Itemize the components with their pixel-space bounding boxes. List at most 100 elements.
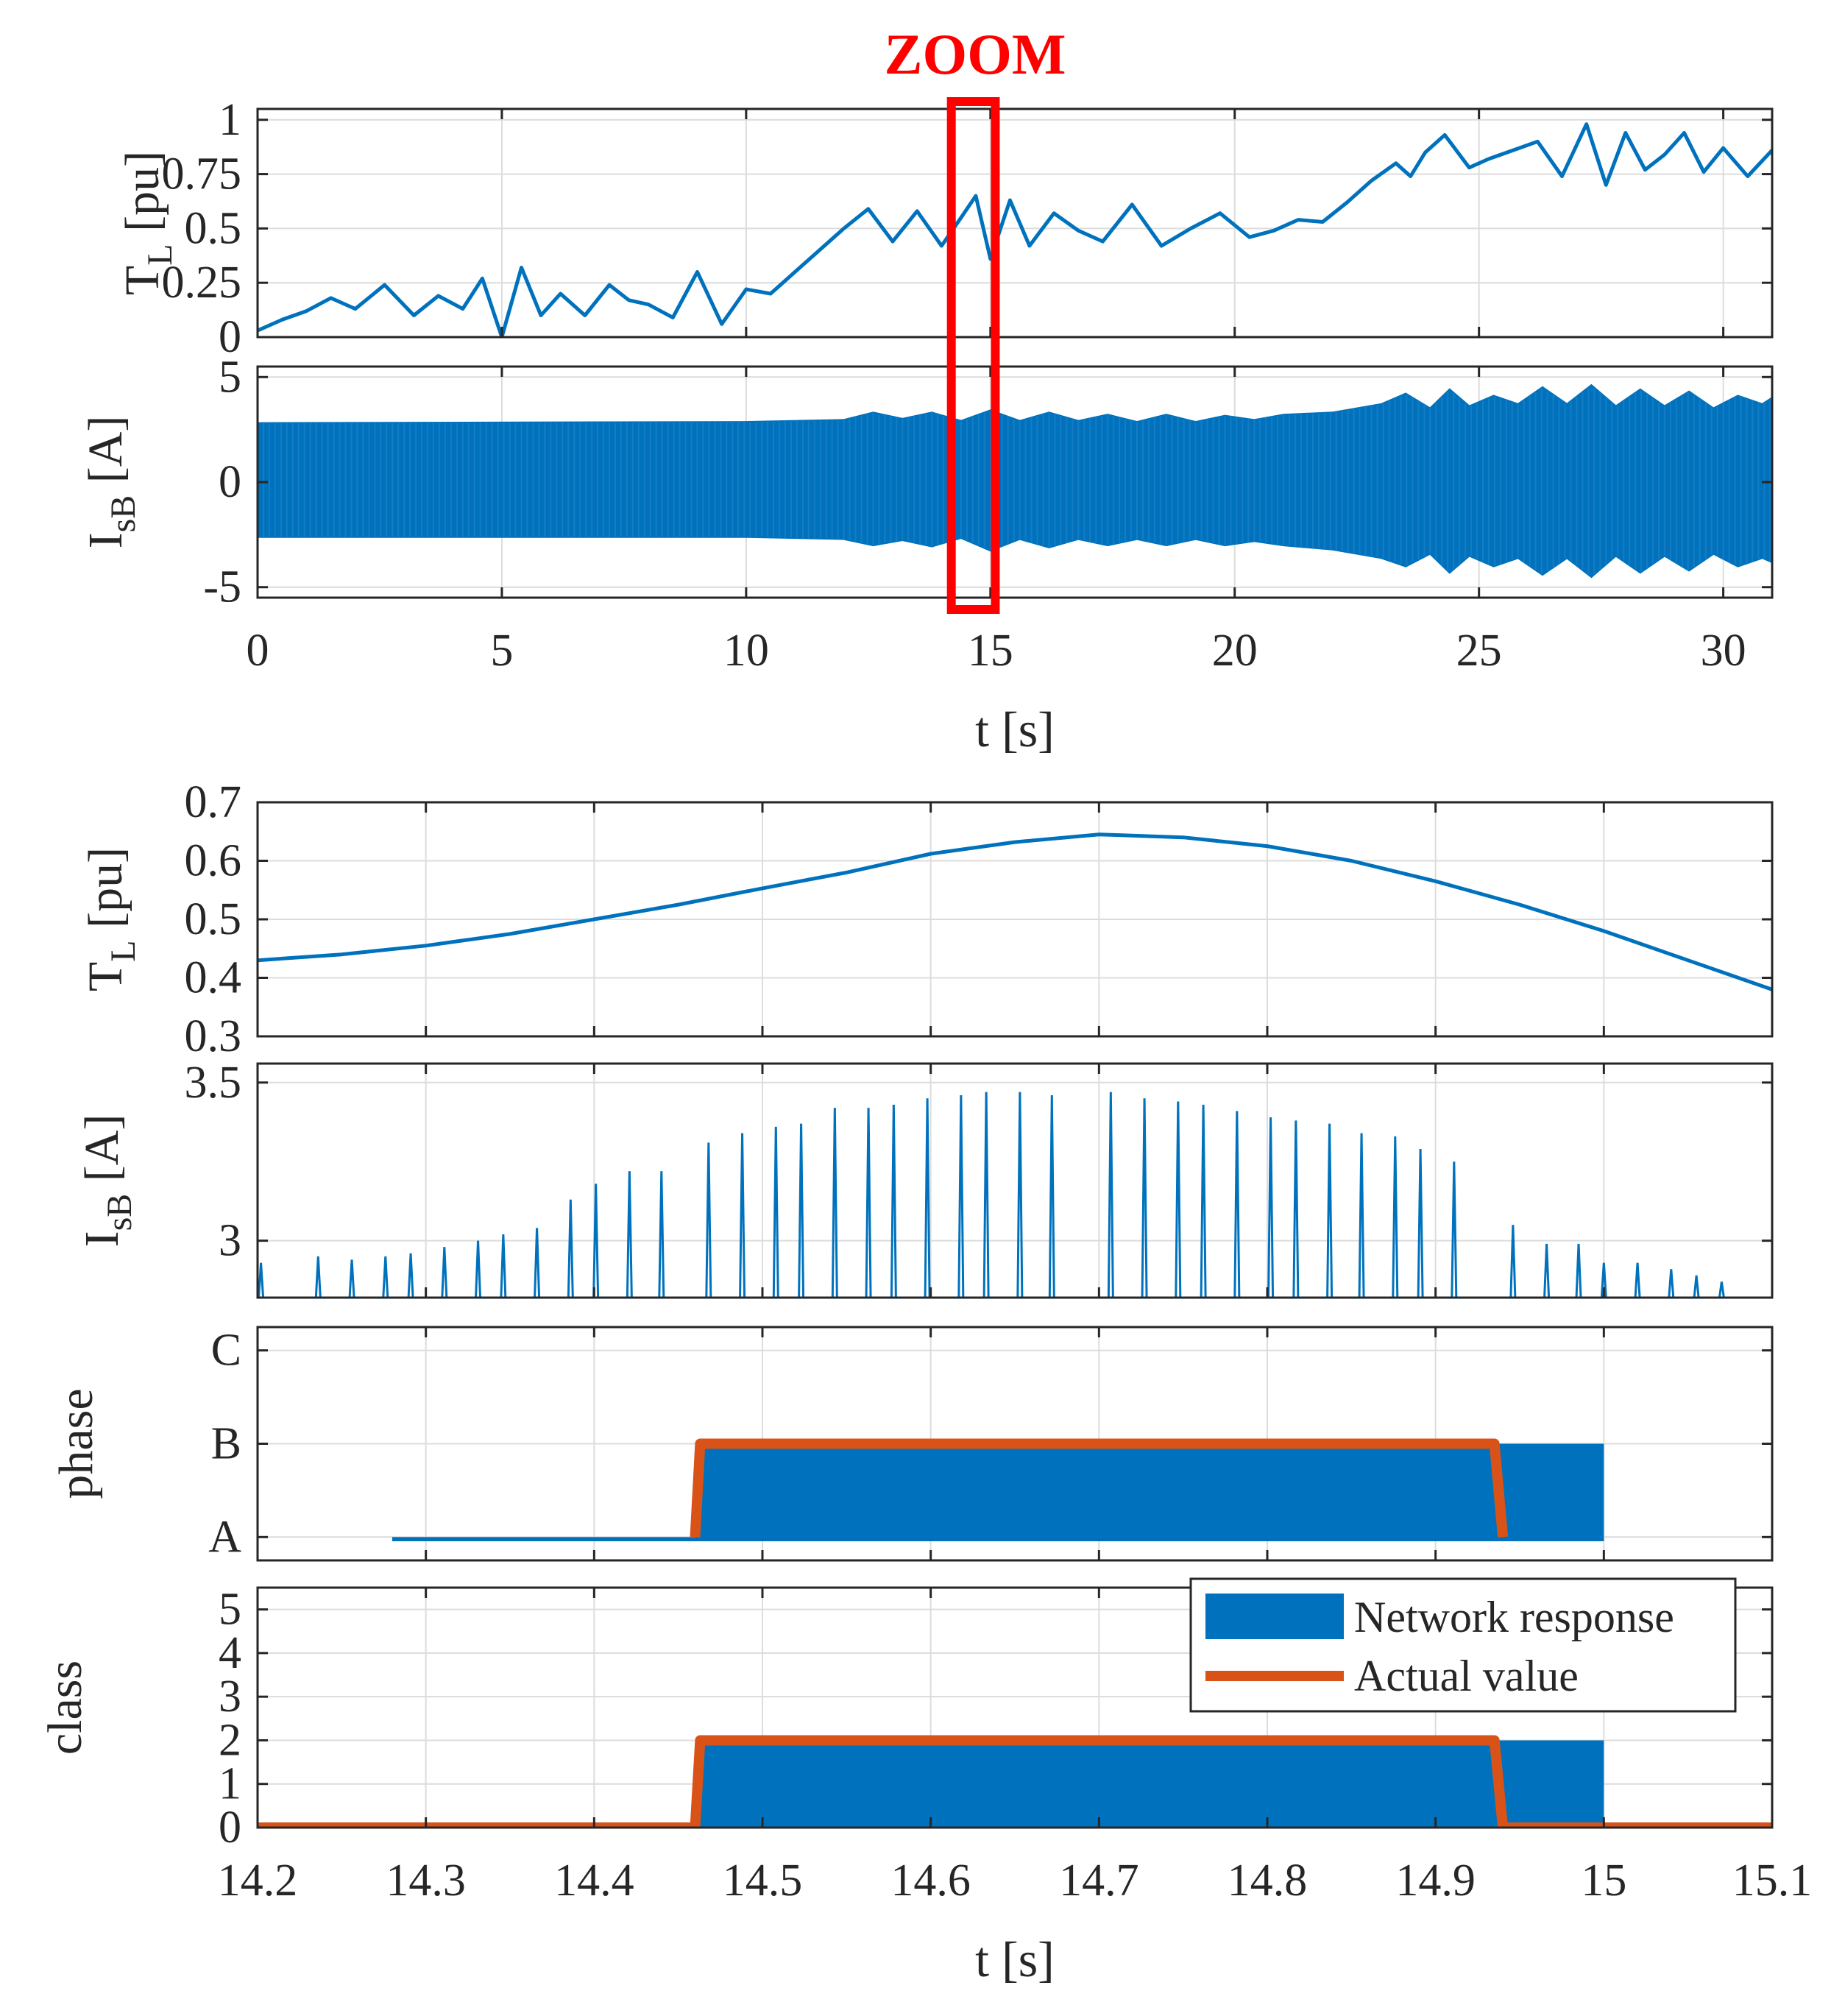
actual-value-line bbox=[258, 1735, 1772, 1828]
current-peak bbox=[798, 1123, 805, 1298]
current-peak bbox=[1600, 1262, 1607, 1298]
y-tick-label: 5 bbox=[219, 352, 241, 402]
y-axis-label: TL [pu] bbox=[116, 151, 180, 295]
current-peak bbox=[1451, 1161, 1458, 1298]
torque-line bbox=[258, 122, 1772, 337]
current-peak bbox=[1107, 1092, 1114, 1298]
x-tick-label: 14.3 bbox=[386, 1856, 466, 1906]
current-peak bbox=[382, 1256, 389, 1298]
current-peak bbox=[1267, 1117, 1275, 1298]
current-peak bbox=[1392, 1136, 1399, 1298]
zoom-rectangle bbox=[946, 97, 1000, 614]
x-tick-label: 20 bbox=[1212, 626, 1258, 676]
current-peak bbox=[982, 1092, 990, 1298]
zoom-label: ZOOM bbox=[885, 22, 1066, 86]
y-tick-label: -5 bbox=[203, 562, 241, 612]
y-tick-label: 0.5 bbox=[185, 203, 242, 253]
current-peak bbox=[1668, 1269, 1675, 1298]
x-tick-label: 15 bbox=[968, 626, 1013, 676]
current-peak bbox=[1233, 1111, 1241, 1298]
axis-frame bbox=[256, 1586, 1774, 1829]
current-peak bbox=[1292, 1120, 1300, 1298]
y-tick-label: 0.3 bbox=[185, 1011, 242, 1061]
x-axis-label: t [s] bbox=[975, 701, 1055, 757]
plot-data bbox=[258, 1092, 1725, 1298]
current-peak bbox=[500, 1234, 507, 1298]
legend-label-network: Network response bbox=[1354, 1593, 1674, 1641]
axis-frame bbox=[256, 1062, 1774, 1299]
x-tick-label: 30 bbox=[1701, 626, 1746, 676]
y-tick-label: 4 bbox=[219, 1628, 241, 1678]
plot-data bbox=[392, 1438, 1604, 1541]
y-tick-label: A bbox=[208, 1512, 241, 1562]
y-tick-label: B bbox=[211, 1419, 241, 1469]
current-peak bbox=[1326, 1123, 1334, 1298]
current-peak bbox=[772, 1126, 779, 1298]
y-axis-label: IsB [A] bbox=[75, 1114, 139, 1248]
y-tick-label: 0.5 bbox=[185, 894, 242, 944]
y-axis-label-main: T bbox=[116, 266, 169, 295]
current-peak bbox=[1016, 1092, 1024, 1298]
y-axis-label-main: I bbox=[75, 1231, 129, 1247]
y-tick-label: C bbox=[211, 1326, 241, 1376]
isb-zoom-panel: 3 3.5 IsB [A] bbox=[75, 1058, 1774, 1299]
y-axis-label-subscript: sB bbox=[100, 1194, 139, 1231]
y-axis-label-main: phase bbox=[49, 1388, 103, 1499]
y-axis-label-main: I bbox=[79, 532, 132, 548]
y-tick-label: 5 bbox=[219, 1585, 241, 1635]
current-envelope bbox=[258, 383, 1772, 579]
current-peak bbox=[1175, 1101, 1182, 1298]
y-tick-label: 1 bbox=[219, 95, 241, 145]
current-peak bbox=[592, 1184, 600, 1298]
x-tick-label: 0 bbox=[247, 626, 269, 676]
current-peak bbox=[314, 1256, 322, 1298]
x-axis-label: t [s] bbox=[975, 1931, 1055, 1987]
network-response-area bbox=[258, 1740, 1772, 1828]
y-tick-label: 0.7 bbox=[185, 777, 242, 827]
current-peak bbox=[258, 1262, 265, 1298]
current-peak bbox=[1358, 1133, 1365, 1298]
y-tick-label: 0 bbox=[219, 312, 241, 362]
current-peak bbox=[831, 1108, 838, 1298]
y-tick-label: 3 bbox=[219, 1216, 241, 1266]
y-axis-label-subscript: L bbox=[104, 940, 143, 961]
current-peak bbox=[475, 1240, 482, 1298]
current-peak bbox=[1200, 1104, 1207, 1298]
current-peak bbox=[705, 1142, 712, 1298]
y-tick-label: 2 bbox=[219, 1715, 241, 1765]
y-axis-label: IsB [A] bbox=[79, 416, 143, 549]
y-tick-label: 0 bbox=[219, 1803, 241, 1853]
current-peak bbox=[1718, 1281, 1725, 1298]
y-axis-label: class bbox=[38, 1660, 92, 1755]
x-tick-label: 14.6 bbox=[890, 1856, 971, 1906]
y-tick-label: 3.5 bbox=[185, 1058, 242, 1108]
plot-data bbox=[258, 122, 1772, 337]
current-peak bbox=[739, 1133, 746, 1298]
current-peak bbox=[1048, 1094, 1055, 1298]
x-tick-label: 10 bbox=[723, 626, 769, 676]
y-tick-label: 0.4 bbox=[185, 953, 242, 1003]
y-axis-label-unit: [A] bbox=[75, 1114, 129, 1194]
actual-value-line bbox=[690, 1438, 1509, 1538]
y-axis-label-unit: [pu] bbox=[116, 151, 169, 244]
x-tick-label: 14.8 bbox=[1228, 1856, 1308, 1906]
current-peak bbox=[865, 1108, 872, 1298]
x-tick-label: 14.2 bbox=[218, 1856, 298, 1906]
axis-frame bbox=[256, 107, 1774, 339]
y-axis-label-subscript: L bbox=[141, 244, 180, 265]
current-peak bbox=[1417, 1149, 1424, 1298]
x-tick-label: 14.5 bbox=[723, 1856, 803, 1906]
current-peak bbox=[1634, 1262, 1641, 1298]
y-axis-label-subscript: sB bbox=[104, 495, 143, 533]
current-peak bbox=[1693, 1275, 1700, 1298]
y-tick-label: 3 bbox=[219, 1672, 241, 1722]
y-axis-label-main: class bbox=[38, 1660, 92, 1755]
y-tick-label: 0 bbox=[219, 457, 241, 507]
current-peak bbox=[567, 1199, 574, 1298]
current-peak bbox=[957, 1094, 965, 1298]
torque-line bbox=[258, 832, 1772, 991]
